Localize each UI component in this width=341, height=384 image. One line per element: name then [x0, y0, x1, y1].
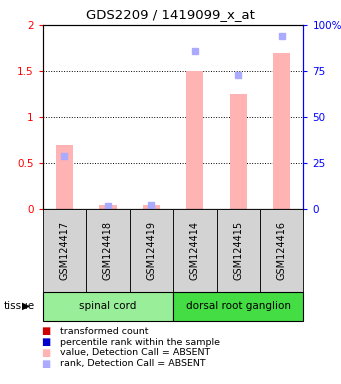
- Text: transformed count: transformed count: [60, 327, 148, 336]
- Text: ▶: ▶: [21, 301, 30, 311]
- Text: rank, Detection Call = ABSENT: rank, Detection Call = ABSENT: [60, 359, 205, 368]
- Bar: [143, 205, 160, 209]
- Text: GDS2209 / 1419099_x_at: GDS2209 / 1419099_x_at: [86, 8, 255, 21]
- Bar: [273, 53, 291, 209]
- Bar: [56, 145, 73, 209]
- Text: ■: ■: [41, 326, 50, 336]
- Bar: [173, 209, 217, 292]
- Bar: [99, 205, 117, 209]
- Text: dorsal root ganglion: dorsal root ganglion: [186, 301, 291, 311]
- Bar: [43, 209, 86, 292]
- Bar: [173, 292, 303, 321]
- Text: GSM124414: GSM124414: [190, 221, 200, 280]
- Text: GSM124417: GSM124417: [59, 221, 69, 280]
- Text: value, Detection Call = ABSENT: value, Detection Call = ABSENT: [60, 348, 210, 358]
- Text: tissue: tissue: [3, 301, 34, 311]
- Text: ■: ■: [41, 359, 50, 369]
- Text: GSM124416: GSM124416: [277, 221, 287, 280]
- Text: GSM124418: GSM124418: [103, 221, 113, 280]
- Bar: [130, 209, 173, 292]
- Text: GSM124415: GSM124415: [233, 221, 243, 280]
- Bar: [186, 71, 204, 209]
- Text: GSM124419: GSM124419: [146, 221, 156, 280]
- Text: ■: ■: [41, 348, 50, 358]
- Bar: [86, 209, 130, 292]
- Bar: [217, 209, 260, 292]
- Text: percentile rank within the sample: percentile rank within the sample: [60, 338, 220, 347]
- Bar: [229, 94, 247, 209]
- Text: ■: ■: [41, 337, 50, 347]
- Bar: [260, 209, 303, 292]
- Text: spinal cord: spinal cord: [79, 301, 136, 311]
- Bar: [43, 292, 173, 321]
